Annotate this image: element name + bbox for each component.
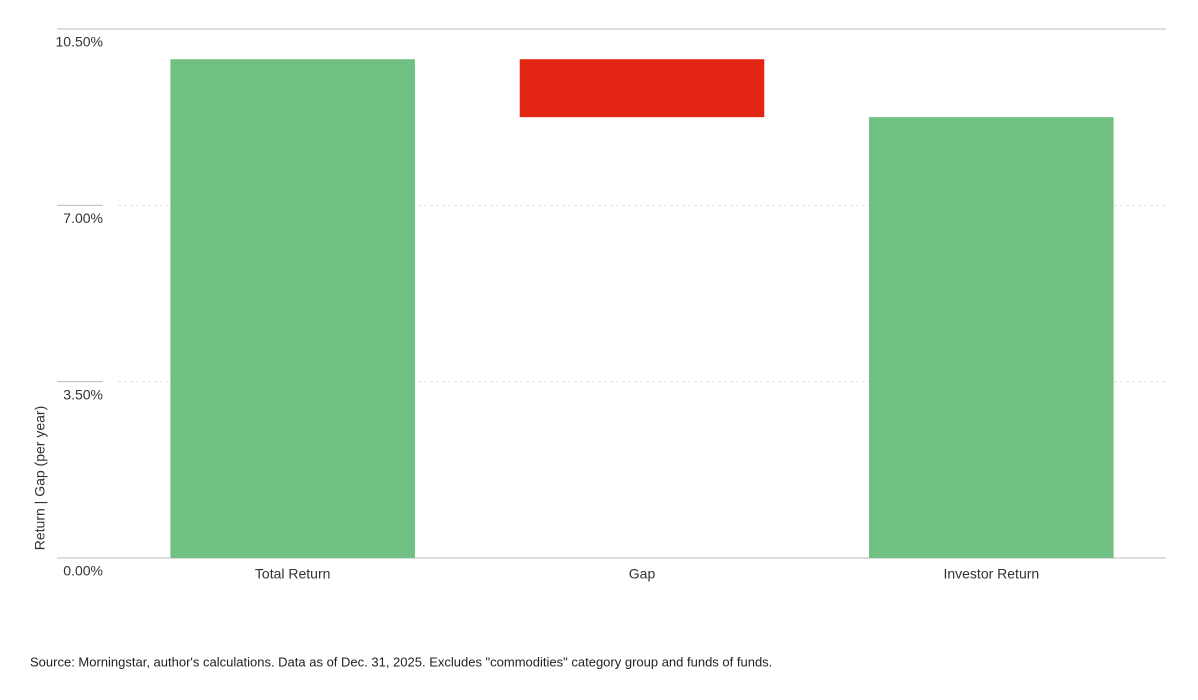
bar	[519, 59, 765, 118]
bar	[170, 59, 415, 558]
y-tick-label: 10.50%	[56, 34, 103, 50]
y-tick-label: 0.00%	[63, 563, 103, 579]
source-note: Source: Morningstar, author's calculatio…	[30, 654, 772, 669]
x-tick-label: Total Return	[255, 566, 330, 582]
y-axis-title: Return | Gap (per year)	[32, 406, 48, 550]
x-tick-label: Investor Return	[943, 566, 1039, 582]
bar	[869, 117, 1114, 559]
y-tick-label: 3.50%	[63, 386, 103, 402]
y-tick-label: 7.00%	[63, 210, 103, 226]
x-tick-label: Gap	[629, 566, 656, 582]
